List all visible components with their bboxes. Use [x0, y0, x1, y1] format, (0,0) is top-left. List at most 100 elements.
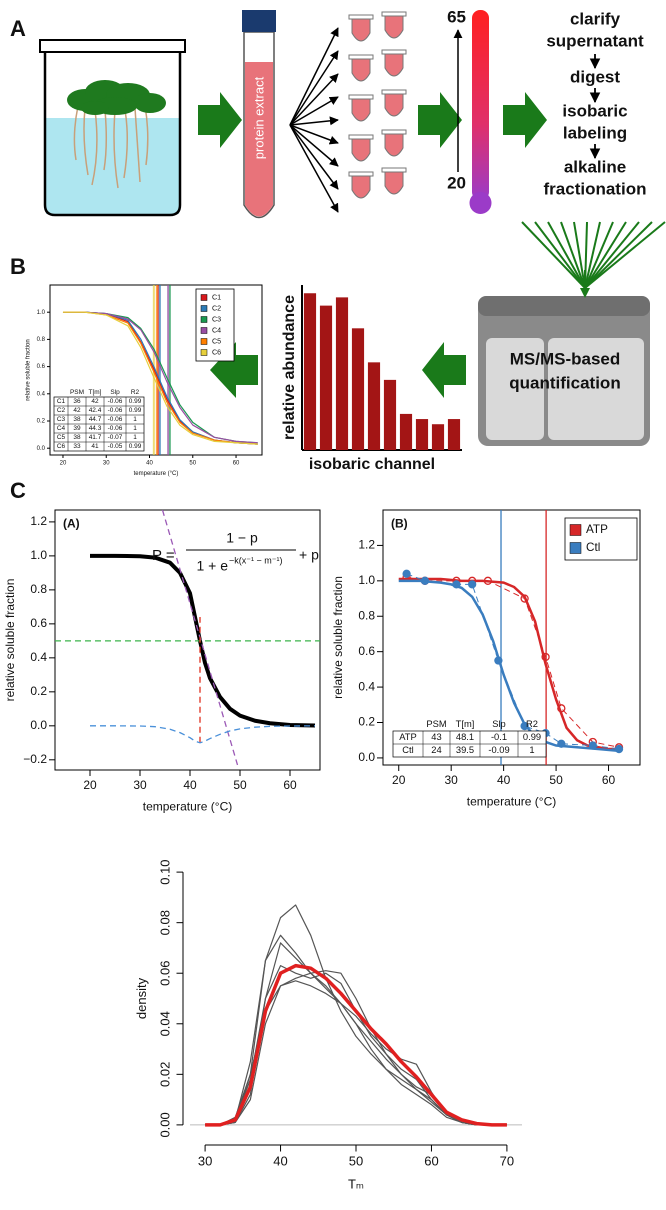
- table-cell: 42: [91, 398, 99, 405]
- chart: 20 30 40 50 60 0.0 0.2 0.4 0.6 0.8 1.0 1.2 temperatu…: [331, 509, 641, 808]
- series-line: [205, 965, 507, 1126]
- small-tube-rim: [348, 14, 374, 20]
- step-label: digest: [570, 67, 620, 86]
- fan-arrow: [289, 124, 339, 167]
- small-tube-rim: [381, 89, 407, 95]
- table-cell: 33: [73, 443, 81, 450]
- y-tick-label: 0.4: [358, 679, 375, 693]
- formula: 1 − p: [226, 530, 258, 546]
- legend-swatch: [200, 349, 208, 356]
- fan-line: [547, 221, 586, 289]
- bar: [367, 362, 381, 450]
- arrow: [198, 92, 242, 148]
- x-tick-label: 60: [283, 778, 297, 792]
- fan-arrow: [289, 124, 339, 145]
- x-axis-label: temperature (°C): [467, 794, 557, 808]
- table-cell: 42.4: [89, 407, 102, 414]
- y-tick-label: 0.6: [30, 616, 47, 630]
- legend-swatch: [569, 524, 582, 536]
- fan-arrow: [289, 116, 339, 126]
- bar: [447, 419, 461, 450]
- table-header: T[m]: [456, 719, 475, 729]
- table-cell: 44.7: [89, 416, 102, 423]
- legend-swatch: [569, 542, 582, 554]
- y-axis-label: relative soluble fraction: [3, 579, 17, 702]
- small-tube: [351, 175, 371, 199]
- formula: + p: [299, 547, 319, 563]
- fan-arrow: [289, 124, 339, 213]
- formula: 1 + e: [196, 558, 228, 574]
- small-tube-rim: [348, 54, 374, 60]
- y-axis-label: relative soluble fraction: [25, 339, 31, 400]
- chart: 30 40 50 60 70 0.00 0.02 0.04 0.06 0.08 0.10 Tₘ dens…: [134, 859, 522, 1192]
- series-line: [90, 725, 316, 744]
- y-tick-label: −0.2: [23, 752, 47, 766]
- fan-line: [573, 221, 586, 289]
- x-tick-label: 30: [103, 460, 110, 466]
- table-cell: 0.99: [129, 443, 142, 450]
- table-cell: 1: [529, 745, 534, 755]
- table-header: T[m]: [89, 389, 102, 396]
- table-header: Slp: [492, 719, 506, 729]
- x-axis-label: temperature (°C): [134, 471, 179, 477]
- bar: [319, 305, 333, 450]
- legend-swatch: [200, 327, 208, 334]
- series-line: [62, 311, 258, 445]
- data-point: [614, 744, 624, 754]
- table-cell: 38: [73, 434, 81, 441]
- legend-label: C2: [212, 304, 221, 312]
- x-tick-label: 40: [146, 460, 153, 466]
- thermometer-bulb: [469, 192, 492, 214]
- legend-swatch: [200, 316, 208, 323]
- series-line: [205, 963, 507, 1127]
- table-cell: -0.06: [108, 407, 123, 414]
- step-label: supernatant: [546, 31, 644, 50]
- small-tube: [384, 53, 404, 77]
- y-tick-label: 0.4: [37, 391, 46, 397]
- ms-inner: [548, 338, 644, 440]
- workflow-art: [39, 10, 666, 446]
- table-cell: 1: [133, 425, 137, 432]
- series-line: [406, 576, 620, 748]
- legend-label: C5: [212, 337, 221, 345]
- data-point: [588, 741, 597, 750]
- x-tick-label: 50: [549, 773, 563, 787]
- table-cell: -0.06: [108, 425, 123, 432]
- formula: P =: [152, 547, 175, 564]
- y-tick-label: 0.6: [358, 644, 375, 658]
- data-point: [402, 569, 411, 578]
- chart-title: (B): [391, 517, 408, 531]
- data-point: [420, 576, 430, 585]
- y-tick-label: 1.2: [358, 538, 375, 552]
- ms-label: quantification: [509, 373, 620, 392]
- y-tick-label: 0.2: [30, 684, 47, 698]
- x-tick-label: 40: [183, 778, 197, 792]
- x-tick-label: 20: [392, 773, 406, 787]
- x-tick-label: 60: [602, 773, 616, 787]
- series-line: [205, 970, 507, 1126]
- table-header: Slp: [110, 389, 120, 396]
- small-tube-rim: [381, 129, 407, 135]
- table-cell: -0.06: [108, 398, 123, 405]
- small-tube-rim: [348, 94, 374, 100]
- bar: [399, 413, 413, 450]
- arrow: [418, 92, 462, 148]
- tube-cap: [242, 10, 276, 32]
- y-tick-label: 0.10: [158, 859, 173, 884]
- x-axis-label: isobaric channel: [309, 456, 435, 473]
- table-cell: 0.99: [523, 732, 541, 742]
- small-tube-rim: [381, 167, 407, 173]
- data-point: [483, 576, 493, 585]
- data-point: [520, 594, 529, 603]
- small-tube: [384, 93, 404, 117]
- arrow: [422, 342, 466, 398]
- fan-line: [584, 221, 601, 289]
- table-cell: 24: [431, 745, 441, 755]
- data-point: [452, 580, 461, 589]
- legend-label: C1: [212, 293, 221, 301]
- series-line: [205, 934, 507, 1126]
- table-cell: 1: [133, 416, 137, 423]
- small-tube: [351, 18, 371, 42]
- temp-bottom: 20: [447, 173, 466, 192]
